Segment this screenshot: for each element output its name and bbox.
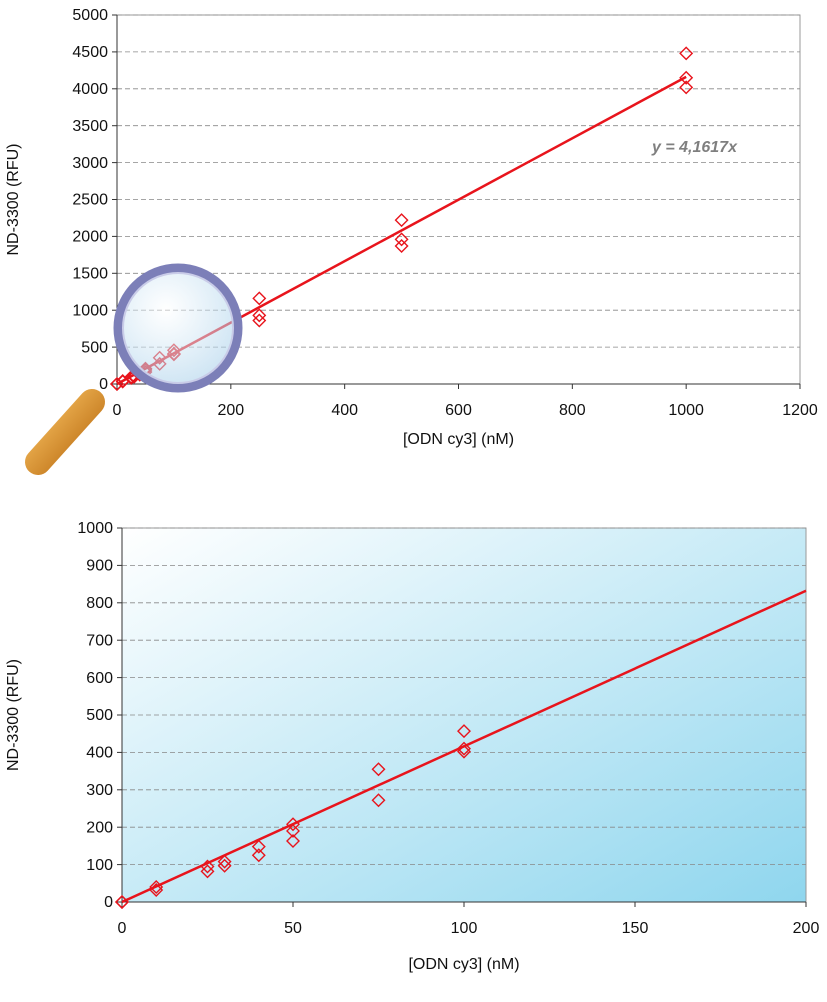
- chart-1: 0500100015002000250030003500400045005000…: [5, 7, 818, 448]
- data-point: [149, 883, 164, 898]
- y-tick-label: 3000: [72, 155, 108, 172]
- y-tick-label: 3500: [72, 118, 108, 135]
- y-tick-label: 100: [86, 857, 113, 874]
- data-point: [200, 859, 215, 874]
- y-tick-label: 0: [104, 894, 113, 911]
- data-point: [115, 895, 129, 909]
- x-tick-label: 150: [622, 920, 649, 937]
- y-tick-label: 4000: [72, 81, 108, 98]
- x-tick-label: 800: [559, 402, 586, 419]
- x-tick-label: 600: [445, 402, 472, 419]
- y-tick-label: 400: [86, 745, 113, 762]
- data-point: [394, 232, 409, 247]
- y-axis-title: ND-3300 (RFU): [5, 659, 22, 771]
- data-point: [394, 239, 409, 253]
- y-tick-label: 900: [86, 558, 113, 575]
- x-tick-label: 0: [113, 402, 122, 419]
- data-point: [251, 839, 266, 854]
- y-tick-label: 0: [99, 376, 108, 393]
- x-tick-label: 50: [284, 920, 302, 937]
- y-tick-label: 500: [81, 339, 108, 356]
- data-point: [394, 213, 409, 228]
- y-axis-title: ND-3300 (RFU): [5, 143, 22, 255]
- y-tick-label: 600: [86, 670, 113, 687]
- data-point: [371, 793, 386, 808]
- x-tick-label: 1000: [668, 402, 704, 419]
- y-tick-label: 300: [86, 782, 113, 799]
- data-point: [252, 308, 267, 323]
- y-tick-label: 5000: [72, 7, 108, 24]
- data-point: [251, 848, 266, 863]
- data-point: [217, 854, 232, 869]
- data-point: [457, 744, 471, 759]
- y-tick-label: 1500: [72, 266, 108, 283]
- x-tick-label: 1200: [782, 402, 818, 419]
- data-point: [252, 313, 267, 328]
- data-point: [457, 724, 471, 739]
- x-tick-label: 200: [217, 402, 244, 419]
- y-tick-label: 1000: [72, 302, 108, 319]
- y-tick-label: 500: [86, 707, 113, 724]
- data-point: [457, 741, 471, 756]
- data-point: [371, 762, 386, 777]
- data-point: [286, 823, 300, 838]
- data-point: [286, 834, 300, 849]
- plot-area: [121, 527, 807, 903]
- x-tick-label: 200: [793, 920, 820, 937]
- y-tick-label: 4500: [72, 44, 108, 61]
- y-tick-label: 1000: [77, 520, 113, 537]
- y-tick-label: 800: [86, 595, 113, 612]
- data-point: [200, 864, 215, 879]
- data-point: [217, 858, 232, 873]
- data-point: [679, 80, 694, 95]
- x-axis-title: [ODN cy3] (nM): [403, 431, 514, 448]
- data-point: [149, 880, 164, 895]
- x-axis-title: [ODN cy3] (nM): [408, 956, 519, 973]
- y-tick-label: 200: [86, 819, 113, 836]
- chart-2: 0 100 200 300 400 500 600 700 800 900 1000 0 50 100 15…: [5, 520, 819, 973]
- x-tick-label: 400: [331, 402, 358, 419]
- data-point: [679, 70, 694, 85]
- y-tick-label: 2000: [72, 229, 108, 246]
- y-tick-label: 700: [86, 632, 113, 649]
- x-tick-label: 100: [451, 920, 478, 937]
- data-point: [252, 291, 267, 306]
- data-point: [679, 46, 694, 61]
- equation-annotation: y = 4,1617x: [651, 139, 738, 156]
- data-point: [286, 817, 300, 832]
- y-tick-label: 2500: [72, 192, 108, 209]
- magnifier-icon: [25, 263, 243, 475]
- data-point: [110, 377, 124, 391]
- x-tick-label: 0: [118, 920, 127, 937]
